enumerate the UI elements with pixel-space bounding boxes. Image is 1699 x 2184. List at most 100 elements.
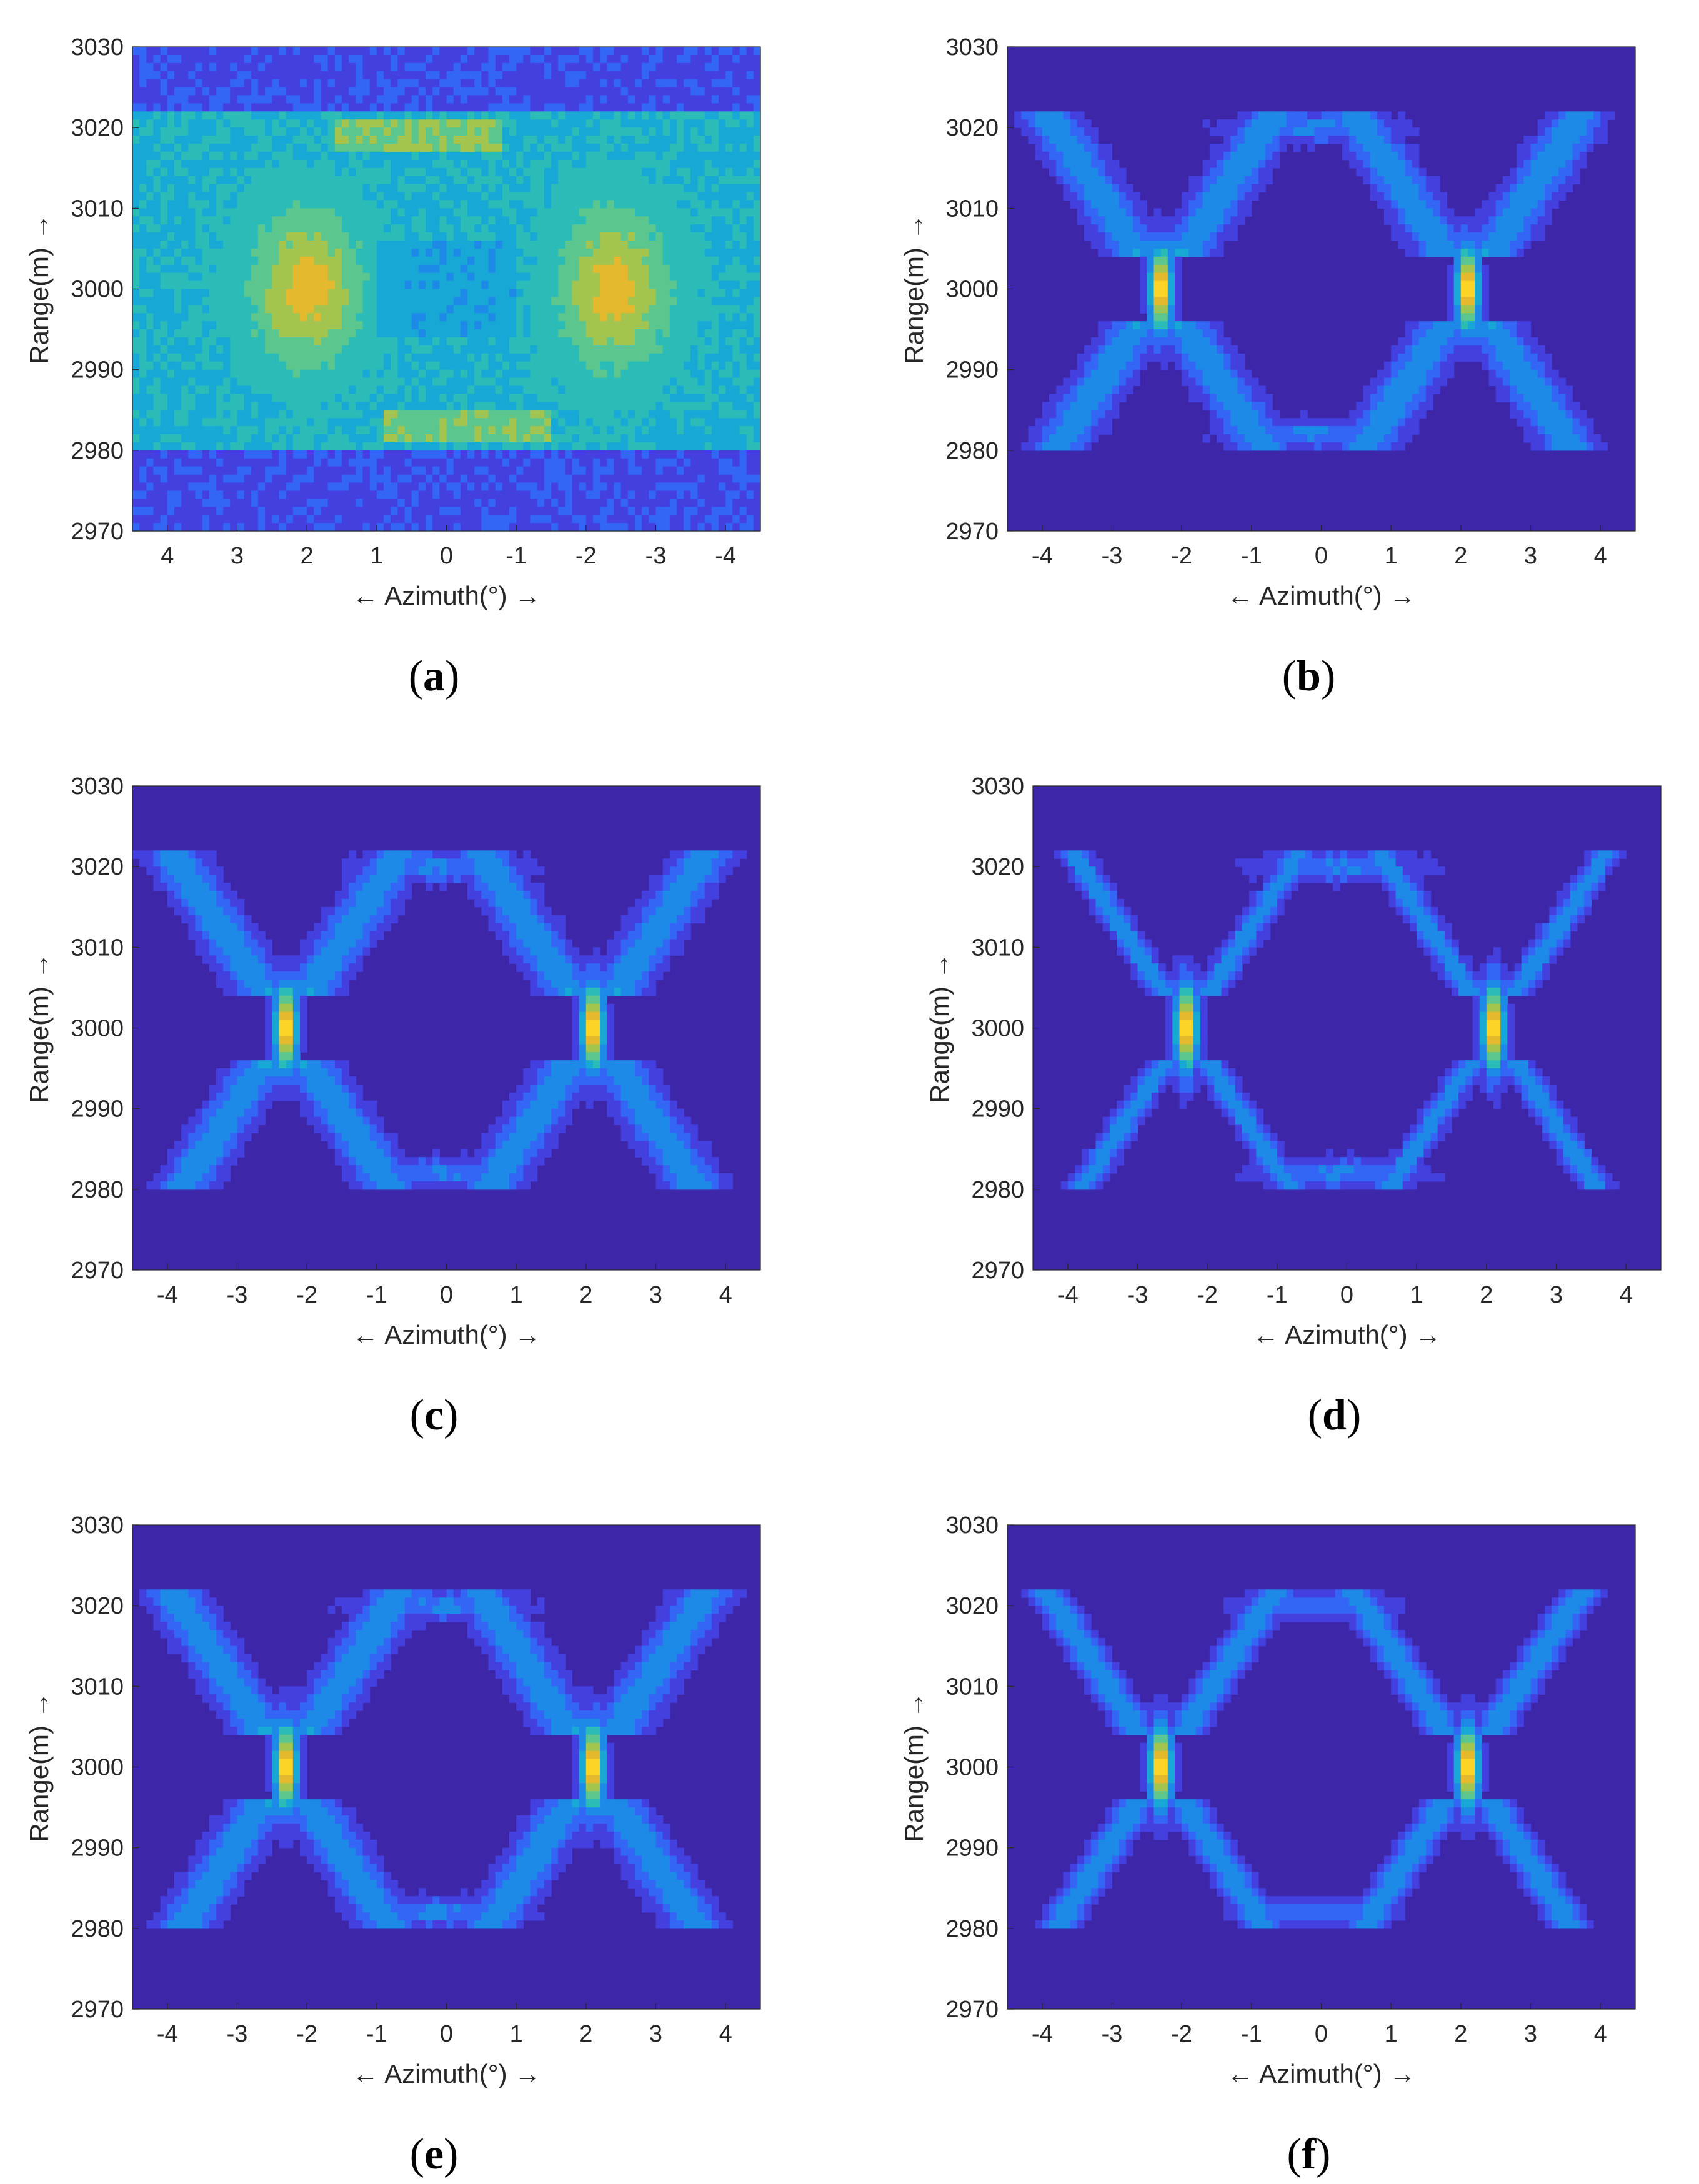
x-tick-label: -4 [715, 543, 736, 569]
y-tick-label: 2990 [945, 1835, 999, 1862]
x-tick-label: 0 [1315, 543, 1328, 569]
x-tick-label: 2 [1454, 2021, 1467, 2047]
x-tick-label: -1 [1241, 2021, 1262, 2047]
x-tick-label: 0 [1340, 1282, 1353, 1308]
heatmap-image [132, 850, 747, 1190]
x-axis-label: ← Azimuth(°) → [1227, 2059, 1416, 2088]
x-tick-label: -2 [1171, 2021, 1192, 2047]
x-tick-label: -2 [1171, 543, 1192, 569]
panel-label: (b) [1282, 652, 1336, 700]
y-tick-label: 2970 [945, 519, 999, 545]
y-tick-label: 2970 [945, 1997, 999, 2023]
y-tick-label: 3030 [71, 34, 124, 61]
y-tick-label: 3010 [71, 196, 124, 222]
x-tick-label: -1 [1241, 543, 1262, 569]
x-tick-label: -3 [227, 2021, 248, 2047]
panel-label: (f) [1287, 2130, 1331, 2178]
y-axis-label: Range(m) → [925, 953, 954, 1103]
y-tick-label: 2970 [71, 1997, 124, 2023]
heatmap-image [1014, 111, 1615, 451]
x-tick-label: 2 [1480, 1282, 1493, 1308]
y-axis-label: Range(m) → [899, 214, 929, 364]
heatmap-image [139, 1589, 747, 1929]
x-tick-label: 4 [1594, 2021, 1607, 2047]
x-tick-label: 2 [301, 543, 314, 569]
y-tick-label: 2980 [71, 1177, 124, 1203]
y-tick-label: 3010 [945, 1674, 999, 1700]
x-tick-label: 3 [1524, 2021, 1537, 2047]
x-tick-label: 2 [579, 2021, 592, 2047]
heatmap-image [1021, 1589, 1608, 1929]
x-tick-label: -3 [227, 1282, 248, 1308]
y-tick-label: 3030 [71, 773, 124, 800]
x-tick-label: 4 [719, 1282, 732, 1308]
y-tick-label: 3000 [945, 1755, 999, 1781]
panel-label: (a) [409, 652, 460, 700]
y-tick-label: 2980 [945, 438, 999, 464]
x-tick-label: -3 [645, 543, 667, 569]
y-tick-label: 3030 [945, 1512, 999, 1539]
x-tick-label: 3 [231, 543, 244, 569]
x-axis-label: ← Azimuth(°) → [352, 2059, 541, 2088]
panel-label: (c) [410, 1391, 459, 1439]
y-tick-label: 2990 [71, 357, 124, 384]
y-tick-label: 3020 [945, 115, 999, 141]
y-tick-label: 3030 [71, 1512, 124, 1539]
x-tick-label: 1 [370, 543, 383, 569]
x-tick-label: 4 [1620, 1282, 1633, 1308]
x-tick-label: 3 [649, 2021, 662, 2047]
y-tick-label: 2980 [971, 1177, 1024, 1203]
x-tick-label: 0 [440, 2021, 453, 2047]
x-tick-label: -4 [1032, 543, 1053, 569]
y-tick-label: 3000 [971, 1016, 1024, 1042]
x-tick-label: -2 [1197, 1282, 1218, 1308]
x-tick-label: 1 [510, 2021, 523, 2047]
x-tick-label: -4 [157, 2021, 178, 2047]
x-tick-label: -1 [366, 1282, 387, 1308]
y-tick-label: 3010 [71, 935, 124, 961]
x-tick-label: -1 [366, 2021, 387, 2047]
y-tick-label: 3000 [71, 1755, 124, 1781]
y-tick-label: 2990 [71, 1096, 124, 1123]
y-tick-label: 3020 [971, 854, 1024, 880]
x-tick-label: 4 [1594, 543, 1607, 569]
x-axis-label: ← Azimuth(°) → [1227, 581, 1416, 610]
y-tick-label: 2990 [945, 357, 999, 384]
x-tick-label: 1 [510, 1282, 523, 1308]
x-tick-label: -4 [1032, 2021, 1053, 2047]
y-tick-label: 2980 [945, 1916, 999, 1942]
y-tick-label: 2990 [971, 1096, 1024, 1123]
x-tick-label: 1 [1410, 1282, 1423, 1308]
y-tick-label: 3030 [945, 34, 999, 61]
y-tick-label: 2970 [71, 519, 124, 545]
panel-label: (d) [1308, 1391, 1362, 1439]
y-tick-label: 3000 [945, 277, 999, 303]
x-tick-label: 1 [1385, 543, 1398, 569]
x-tick-label: 3 [1550, 1282, 1563, 1308]
heatmap-image [132, 47, 761, 532]
x-tick-label: 1 [1385, 2021, 1398, 2047]
y-tick-label: 3020 [945, 1593, 999, 1619]
x-tick-label: -1 [506, 543, 527, 569]
x-tick-label: -4 [157, 1282, 178, 1308]
y-axis-label: Range(m) → [24, 214, 54, 364]
x-tick-label: 0 [440, 543, 453, 569]
y-tick-label: 3000 [71, 1016, 124, 1042]
panel-label: (e) [410, 2130, 459, 2178]
x-tick-label: 4 [161, 543, 174, 569]
x-tick-label: -2 [575, 543, 597, 569]
y-tick-label: 2980 [71, 1916, 124, 1942]
y-tick-label: 3020 [71, 854, 124, 880]
x-tick-label: 0 [440, 1282, 453, 1308]
y-tick-label: 3020 [71, 1593, 124, 1619]
y-tick-label: 2970 [971, 1258, 1024, 1284]
